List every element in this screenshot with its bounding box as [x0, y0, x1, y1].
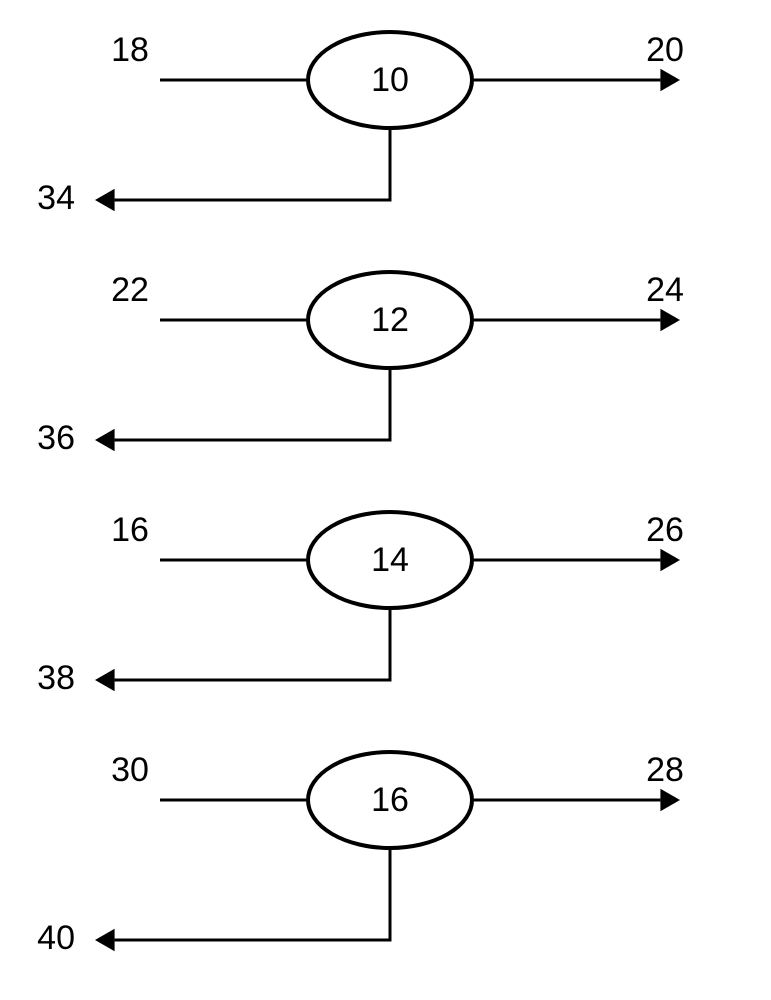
out-down-label-3: 40	[37, 919, 75, 957]
diagram-canvas: 18 20 34 10 22 24 36 12 16 26 38 14 30 28 40 16	[0, 0, 771, 1000]
edge-out-down-1	[115, 368, 390, 440]
in-label-2: 16	[111, 511, 149, 549]
in-label-0: 18	[111, 31, 149, 69]
edge-out-down-2	[115, 608, 390, 680]
arrowhead	[660, 69, 680, 91]
out-right-label-2: 26	[646, 511, 684, 549]
edge-out-down-0	[115, 128, 390, 200]
arrowhead	[95, 429, 115, 451]
edge-out-down-3	[115, 848, 390, 940]
out-down-label-2: 38	[37, 659, 75, 697]
node-label-2: 14	[371, 541, 409, 579]
arrowhead	[95, 669, 115, 691]
arrowhead	[95, 929, 115, 951]
node-label-3: 16	[371, 781, 409, 819]
in-label-3: 30	[111, 751, 149, 789]
node-label-1: 12	[371, 301, 409, 339]
node-label-0: 10	[371, 61, 409, 99]
out-right-label-0: 20	[646, 31, 684, 69]
out-down-label-0: 34	[37, 179, 75, 217]
out-right-label-3: 28	[646, 751, 684, 789]
arrowhead	[660, 549, 680, 571]
out-down-label-1: 36	[37, 419, 75, 457]
in-label-1: 22	[111, 271, 149, 309]
arrowhead	[660, 789, 680, 811]
arrowhead	[95, 189, 115, 211]
out-right-label-1: 24	[646, 271, 684, 309]
arrowhead	[660, 309, 680, 331]
